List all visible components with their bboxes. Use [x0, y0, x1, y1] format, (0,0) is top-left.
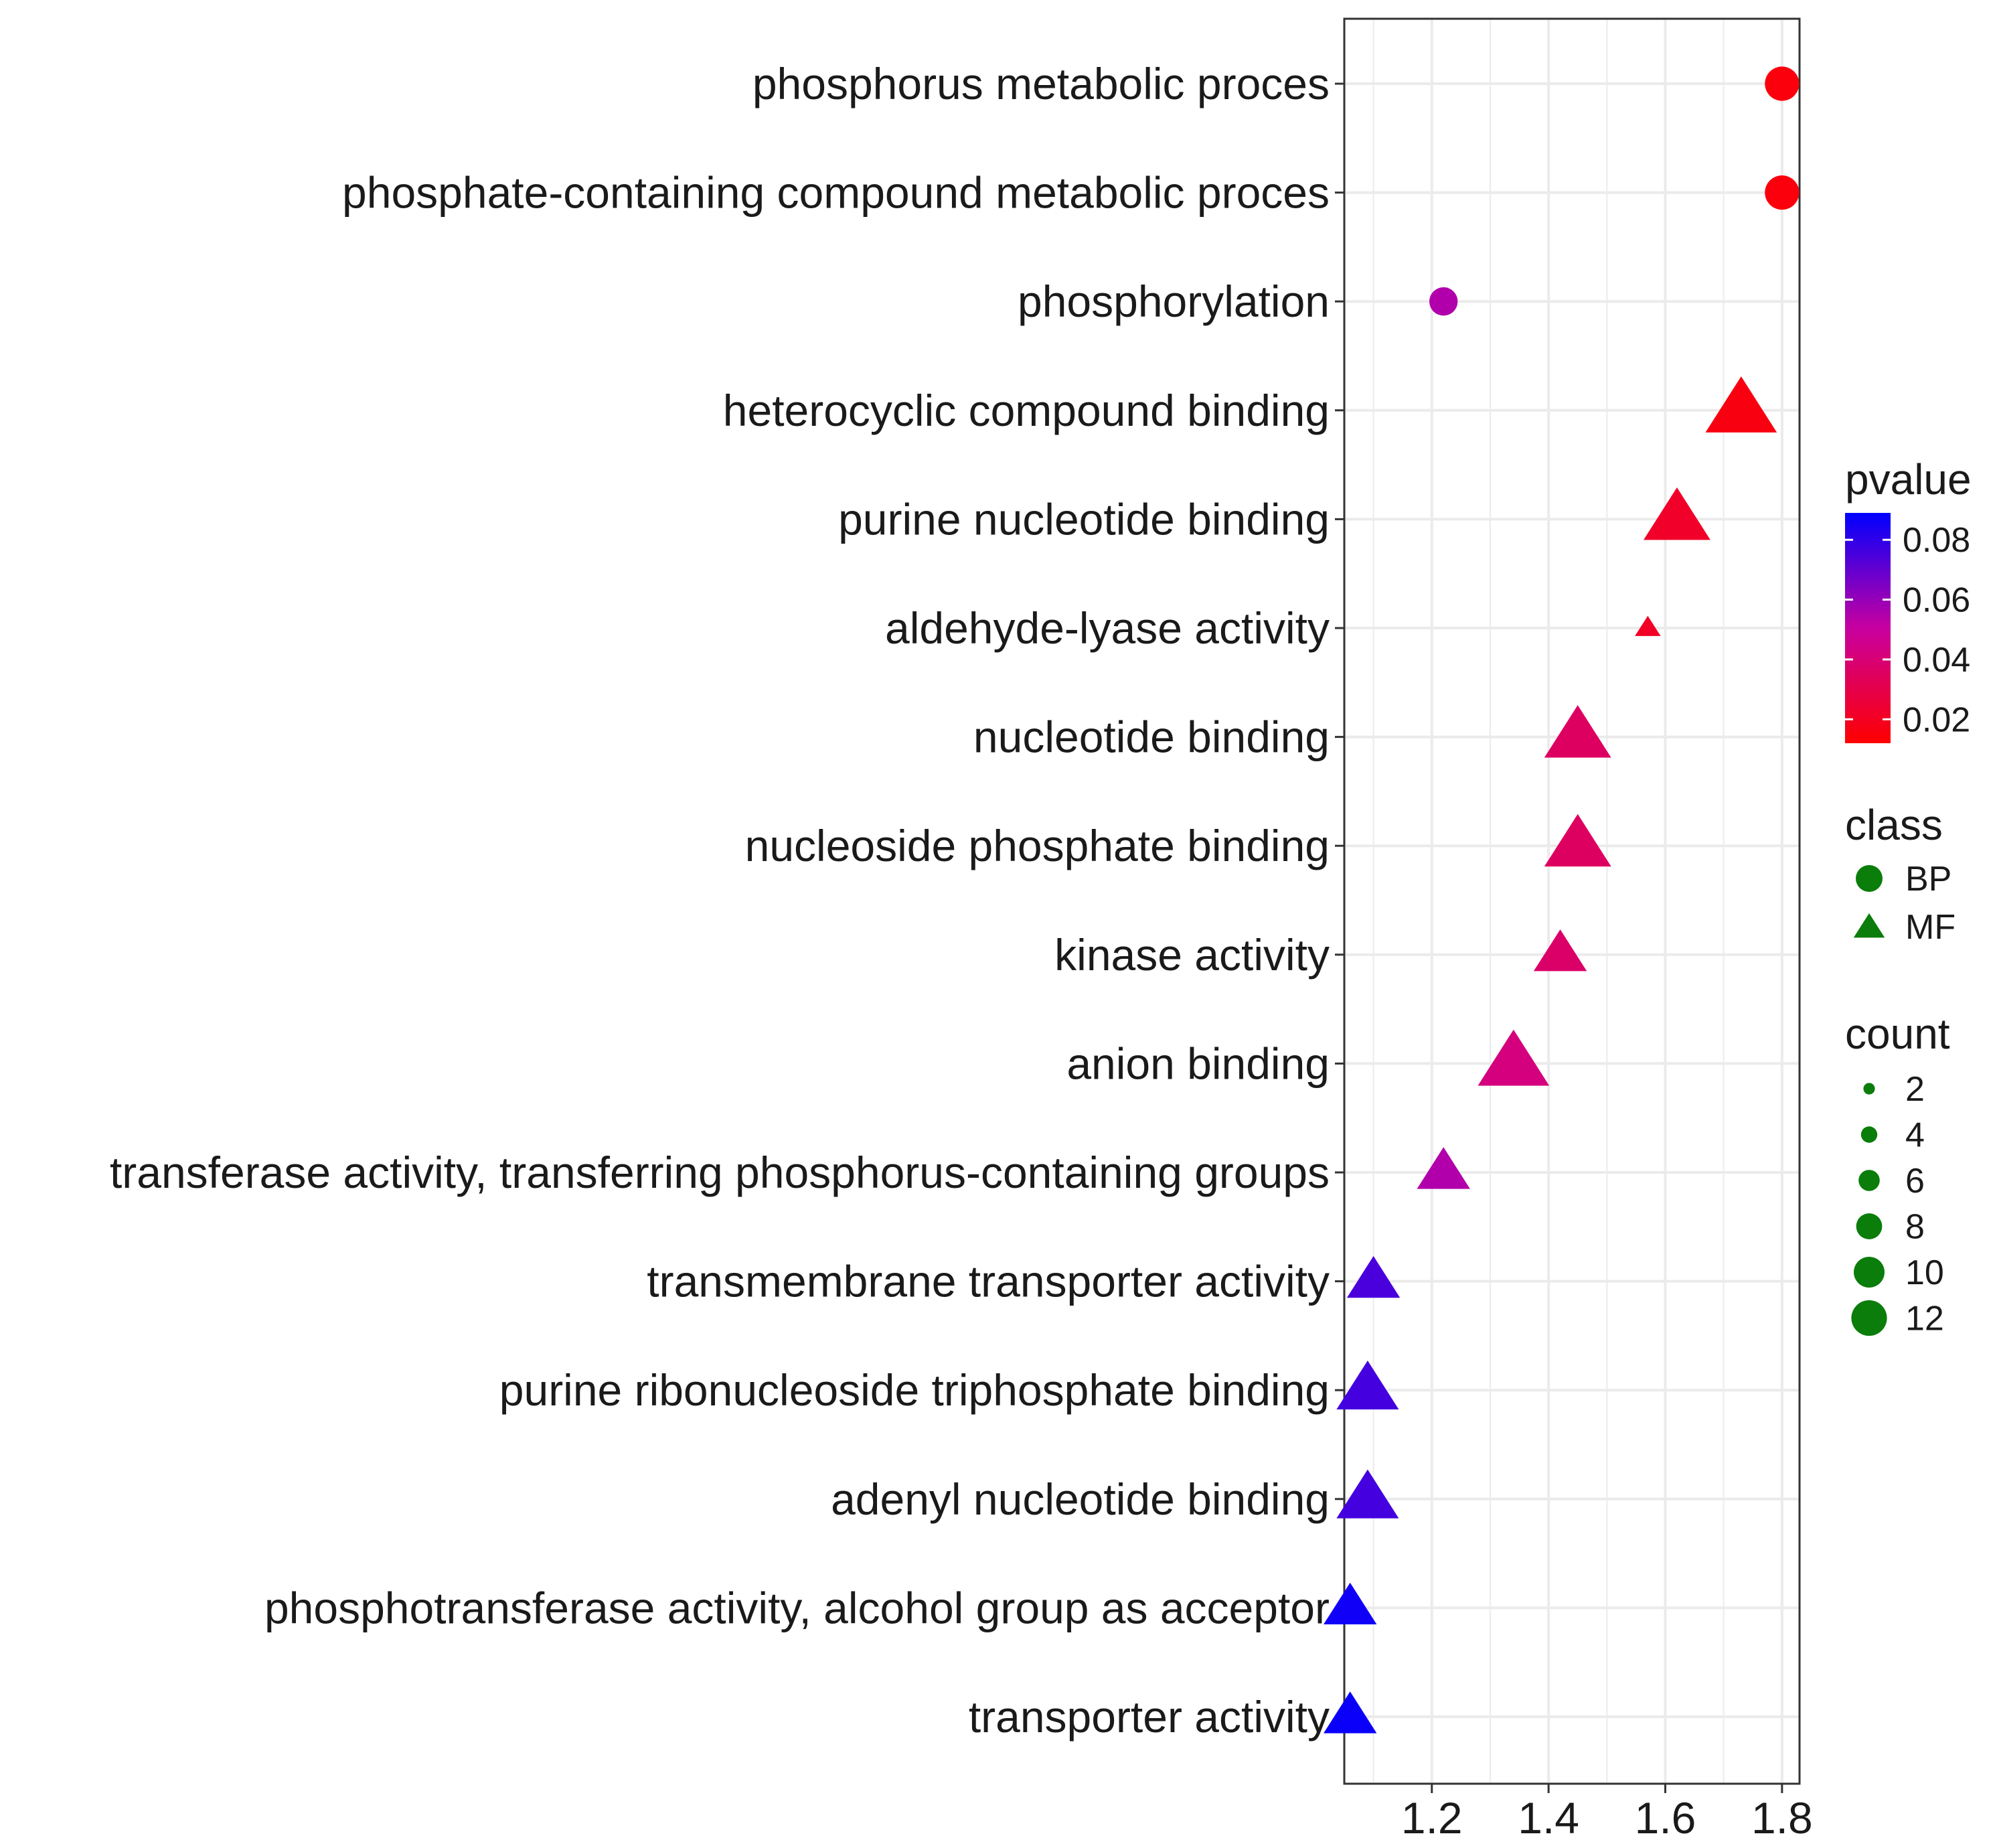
data-point-bp — [1765, 66, 1800, 101]
colorbar-tick-label: 0.08 — [1903, 521, 1970, 560]
count-key-label: 6 — [1905, 1162, 1925, 1201]
term-label: nucleoside phosphate binding — [745, 821, 1330, 870]
pvalue-colorbar — [1845, 513, 1891, 743]
term-label: purine nucleotide binding — [838, 494, 1330, 544]
data-point-mf — [1324, 1691, 1377, 1734]
term-label: adenyl nucleotide binding — [831, 1474, 1330, 1524]
term-label: transferase activity, transferring phosp… — [110, 1148, 1330, 1197]
x-tick-label: 1.2 — [1401, 1793, 1463, 1843]
term-label: phosphorylation — [1018, 277, 1330, 326]
data-point-mf — [1478, 1029, 1550, 1086]
term-label: purine ribonucleoside triphosphate bindi… — [499, 1365, 1330, 1415]
data-point-mf — [1635, 615, 1661, 636]
class-legend-title: class — [1845, 801, 1943, 849]
data-point-mf — [1346, 1255, 1401, 1298]
data-points — [1324, 66, 1800, 1734]
data-point-mf — [1336, 1361, 1399, 1410]
data-point-mf — [1544, 814, 1611, 867]
x-tick-label: 1.6 — [1635, 1793, 1696, 1843]
count-key-circle — [1856, 1213, 1883, 1239]
count-key-label: 8 — [1905, 1208, 1925, 1247]
count-key-circle — [1854, 1257, 1885, 1288]
class-key-bp — [1856, 865, 1883, 892]
term-label: phosphate-containing compound metabolic … — [342, 168, 1330, 218]
count-key-circle — [1851, 1300, 1887, 1336]
class-key-label: BP — [1905, 860, 1951, 899]
term-label: transmembrane transporter activity — [647, 1257, 1330, 1306]
term-label: anion binding — [1066, 1038, 1330, 1088]
data-point-mf — [1533, 929, 1587, 972]
term-label: kinase activity — [1054, 930, 1330, 980]
term-label: transporter activity — [969, 1692, 1330, 1742]
data-point-mf — [1544, 705, 1611, 758]
class-key-mf — [1853, 913, 1885, 938]
data-point-mf — [1336, 1469, 1399, 1519]
plot-panel — [1343, 17, 1801, 1785]
colorbar-tick-label: 0.06 — [1903, 581, 1970, 620]
grid-lines — [1344, 19, 1800, 1784]
term-label: heterocyclic compound binding — [723, 386, 1330, 435]
data-point-bp — [1765, 175, 1800, 210]
count-key-label: 2 — [1905, 1070, 1925, 1109]
count-key-label: 4 — [1905, 1116, 1925, 1155]
term-label: aldehyde-lyase activity — [885, 603, 1330, 653]
x-axis: 1.2 1.4 1.6 1.8 — [1401, 1784, 1813, 1843]
x-tick-label: 1.8 — [1751, 1793, 1813, 1843]
y-axis: phosphorus metabolic proces phosphate-con… — [110, 59, 1344, 1742]
class-key-label: MF — [1905, 908, 1956, 947]
data-point-mf — [1324, 1582, 1377, 1625]
term-label: phosphorus metabolic proces — [752, 59, 1330, 108]
count-key-circle — [1858, 1170, 1880, 1191]
count-key-circle — [1860, 1126, 1878, 1143]
legend: pvalue 0.08 0.06 0.04 0.02 class BP MF count 2 4 6 8… — [1845, 455, 1972, 1338]
count-key-label: 10 — [1905, 1253, 1944, 1292]
term-label: nucleotide binding — [973, 712, 1330, 762]
count-key-circle — [1863, 1083, 1875, 1095]
data-point-mf — [1644, 487, 1710, 540]
data-point-mf — [1705, 376, 1777, 433]
data-point-bp — [1429, 287, 1458, 316]
data-point-mf — [1417, 1147, 1470, 1189]
colorbar-tick-label: 0.04 — [1903, 641, 1970, 680]
colorbar-tick-label: 0.02 — [1903, 700, 1970, 739]
count-key-label: 12 — [1905, 1300, 1944, 1338]
x-tick-label: 1.4 — [1518, 1793, 1579, 1843]
pvalue-legend-title: pvalue — [1845, 455, 1972, 504]
term-label: phosphotransferase activity, alcohol gro… — [264, 1583, 1330, 1632]
count-legend-title: count — [1845, 1010, 1950, 1058]
